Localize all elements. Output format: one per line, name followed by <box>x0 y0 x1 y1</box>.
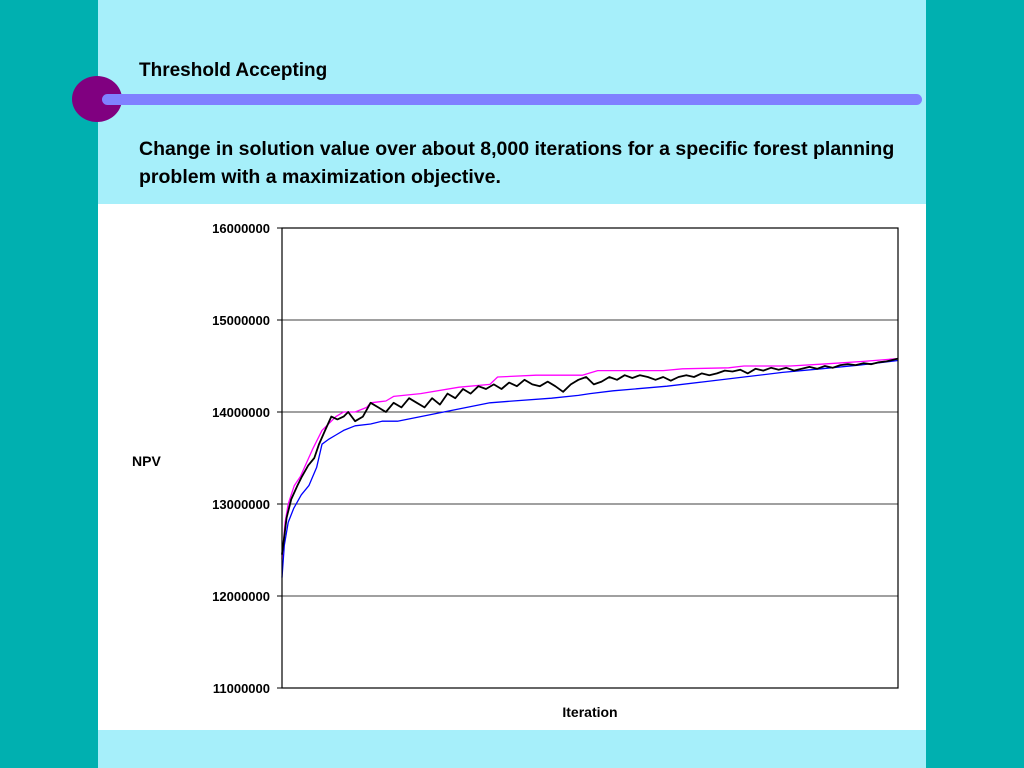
y-tick-label: 14000000 <box>212 405 270 420</box>
slide-title: Threshold Accepting <box>139 60 328 81</box>
series-line-lower <box>281 359 899 578</box>
y-tick-label: 12000000 <box>212 589 270 604</box>
y-tick-labels: 11000000 12000000 13000000 14000000 15000000… <box>212 221 282 696</box>
y-tick-label: 16000000 <box>212 221 270 236</box>
y-tick-label: 13000000 <box>212 497 270 512</box>
series-line-upper <box>281 357 899 560</box>
y-tick-label: 15000000 <box>212 313 270 328</box>
x-axis-label: Iteration <box>562 704 617 720</box>
decorative-bar <box>102 94 922 105</box>
y-tick-label: 11000000 <box>213 681 270 696</box>
plot-frame <box>281 227 899 689</box>
line-chart: 11000000 12000000 13000000 14000000 15000000… <box>132 221 899 720</box>
grid-lines <box>282 227 898 689</box>
slide-subtitle: Change in solution value over about 8,00… <box>139 138 895 188</box>
series-lines <box>281 357 899 578</box>
series-line-current <box>281 357 899 555</box>
y-axis-label: NPV <box>132 453 161 469</box>
chart-panel: 11000000 12000000 13000000 14000000 15000000… <box>98 204 926 730</box>
